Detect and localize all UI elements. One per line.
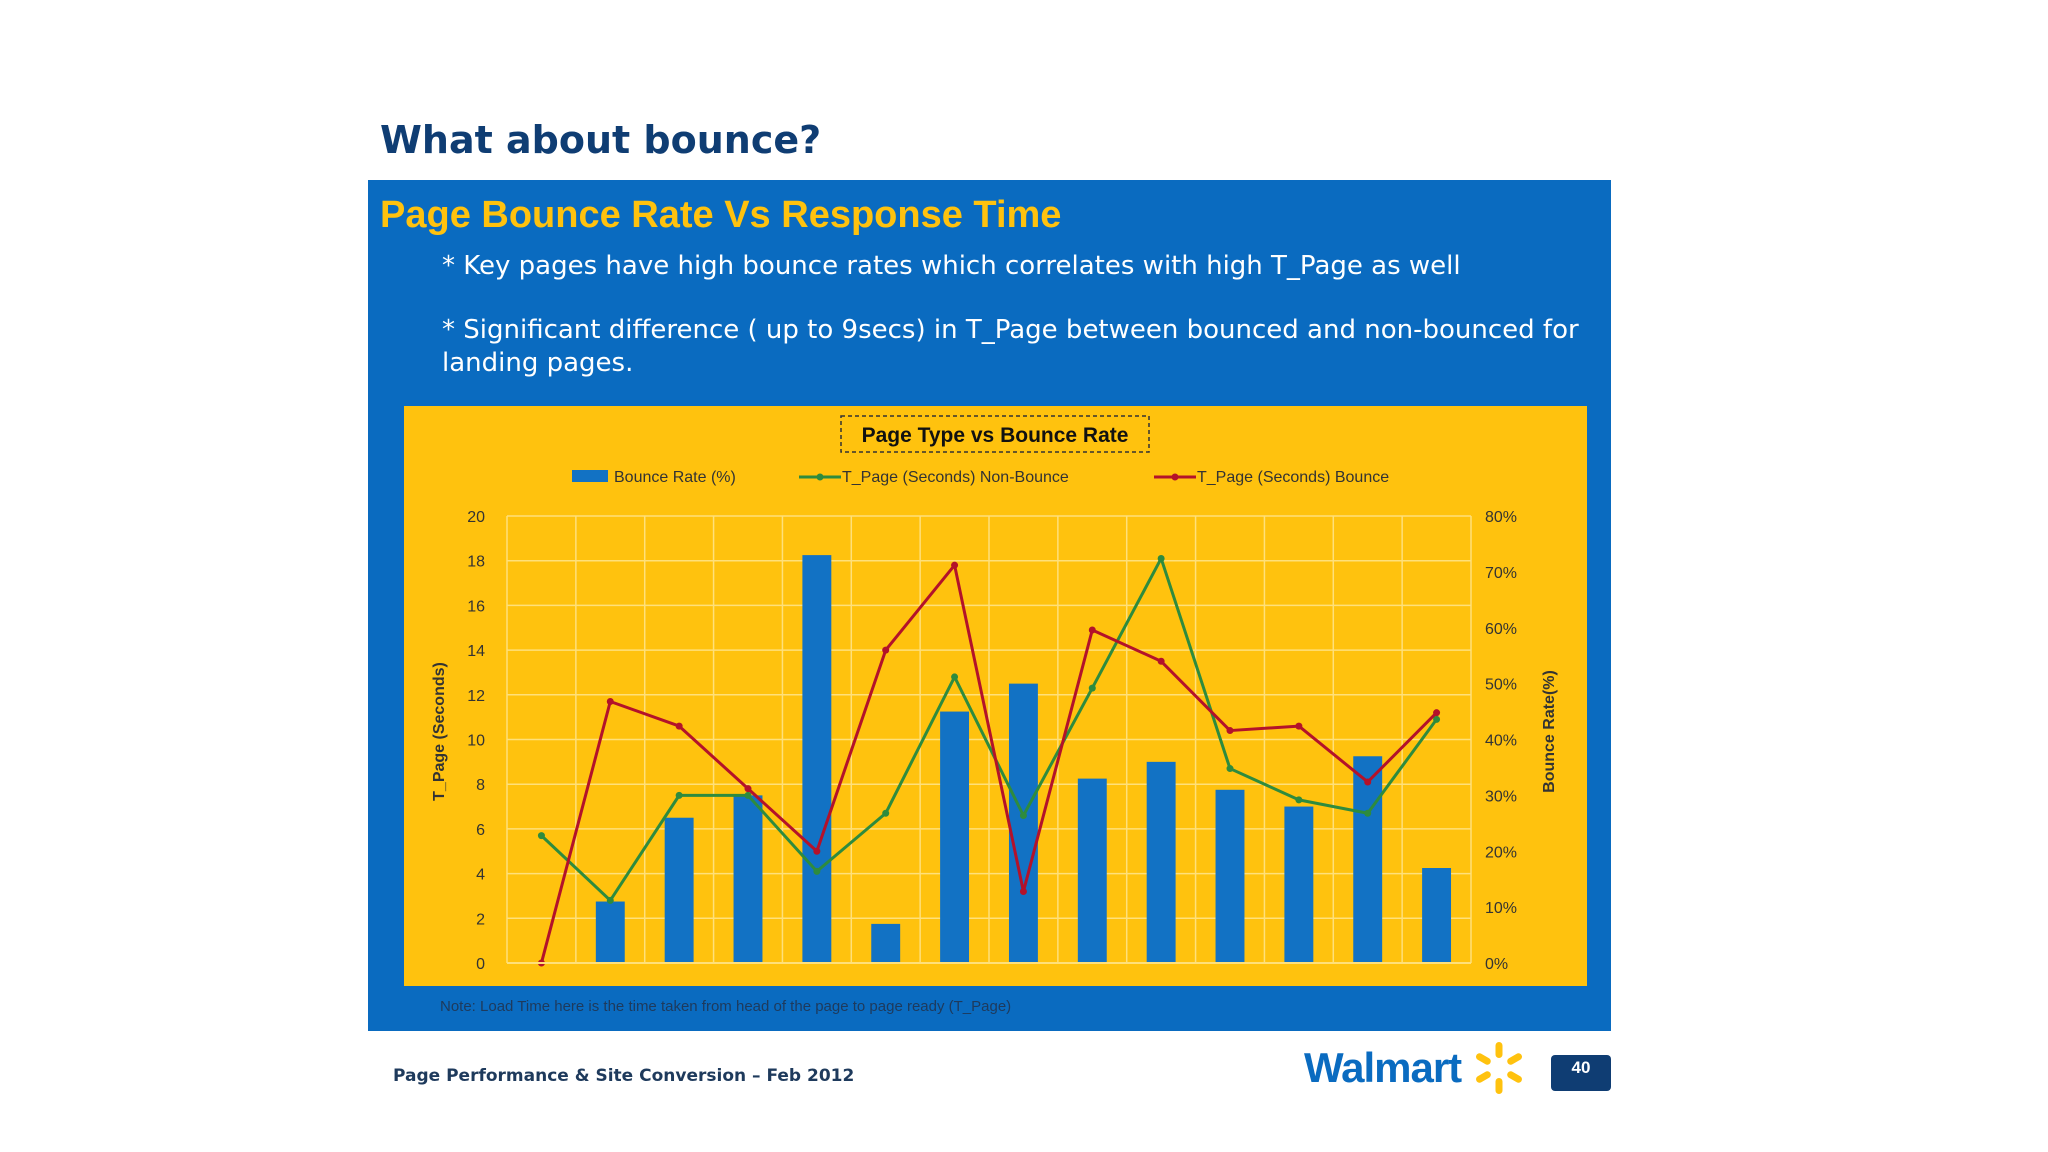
y-tick-label: 18	[467, 554, 485, 571]
point-bounce	[813, 847, 821, 855]
bar-bounce-rate	[1146, 761, 1176, 963]
bar-bounce-rate	[1215, 789, 1245, 963]
point-bounce	[675, 722, 683, 730]
point-non-bounce	[744, 791, 752, 799]
legend-marker-non-bounce	[816, 473, 824, 481]
y2-tick-label: 0%	[1485, 956, 1508, 973]
bullet-1: * Key pages have high bounce rates which…	[442, 251, 1461, 281]
bar-bounce-rate	[733, 795, 763, 963]
legend-swatch-bounce-rate	[572, 470, 608, 482]
y-tick-label: 0	[476, 956, 485, 973]
y-tick-label: 10	[467, 733, 485, 750]
y-axis-label: T_Page (Seconds)	[431, 662, 448, 801]
bar-bounce-rate	[940, 711, 970, 963]
bar-bounce-rate	[1008, 683, 1038, 963]
bar-bounce-rate	[802, 555, 832, 963]
point-non-bounce	[1364, 809, 1372, 817]
y2-tick-label: 70%	[1485, 565, 1517, 582]
y2-tick-label: 30%	[1485, 788, 1517, 805]
point-non-bounce	[882, 809, 890, 817]
y-tick-label: 16	[467, 598, 485, 615]
point-bounce	[951, 561, 959, 569]
bar-bounce-rate	[1284, 806, 1314, 963]
y-tick-label: 2	[476, 911, 485, 928]
point-bounce	[1226, 727, 1234, 735]
logo-wordmark: Walmart	[1304, 1044, 1462, 1091]
bounce-rate-chart: Page Type vs Bounce Rate Bounce Rate (%) T…	[431, 415, 1558, 973]
y2-tick-label: 10%	[1485, 900, 1517, 917]
point-non-bounce	[1157, 554, 1165, 562]
y2-tick-label: 50%	[1485, 677, 1517, 694]
y-tick-label: 14	[467, 643, 485, 660]
point-bounce	[1019, 887, 1027, 895]
line-non-bounce	[540, 556, 1438, 902]
y2-tick-label: 80%	[1485, 509, 1517, 526]
y2-axis-label: Bounce Rate(%)	[1541, 670, 1558, 793]
legend-label-bounce: T_Page (Seconds) Bounce	[1197, 469, 1389, 486]
bullet-2: * Significant difference ( up to 9secs) …	[442, 315, 1579, 378]
point-non-bounce	[1019, 811, 1027, 819]
point-non-bounce	[1295, 796, 1303, 804]
bar-bounce-rate	[1422, 868, 1452, 963]
chart-title: Page Type vs Bounce Rate	[862, 424, 1129, 447]
y-tick-label: 4	[476, 867, 485, 884]
line-bounce	[539, 563, 1438, 964]
y-tick-label: 12	[467, 688, 485, 705]
point-non-bounce	[675, 791, 683, 799]
chart-note: Note: Load Time here is the time taken f…	[440, 998, 1012, 1015]
point-bounce	[1295, 722, 1303, 730]
point-non-bounce	[813, 867, 821, 875]
point-bounce	[1433, 709, 1441, 717]
point-non-bounce	[1226, 765, 1234, 773]
legend-label-non-bounce: T_Page (Seconds) Non-Bounce	[842, 469, 1069, 486]
legend-marker-bounce	[1171, 473, 1179, 481]
y2-tick-label: 40%	[1485, 733, 1517, 750]
point-bounce	[744, 785, 752, 793]
point-bounce	[1157, 657, 1165, 665]
point-non-bounce	[951, 673, 959, 681]
bar-bounce-rate	[595, 901, 625, 963]
content-panel: Page Bounce Rate Vs Response Time * Key …	[368, 180, 1611, 1031]
point-bounce	[606, 698, 614, 706]
point-non-bounce	[1088, 684, 1096, 692]
point-non-bounce	[606, 896, 614, 904]
chart-title-box	[840, 415, 1150, 453]
y2-tick-label: 60%	[1485, 621, 1517, 638]
y-tick-label: 8	[476, 777, 485, 794]
bar-bounce-rate	[1077, 778, 1107, 963]
point-bounce	[882, 646, 890, 654]
legend-label-bounce-rate: Bounce Rate (%)	[614, 469, 736, 486]
walmart-logo: Walmart	[1304, 1040, 1527, 1096]
point-non-bounce	[537, 832, 545, 840]
chart-area: Page Type vs Bounce Rate Bounce Rate (%) T…	[404, 406, 1587, 986]
point-bounce	[1088, 626, 1096, 634]
walmart-spark-icon	[1476, 1042, 1523, 1094]
page-number: 40	[1551, 1055, 1611, 1091]
slide-title: What about bounce?	[380, 118, 822, 162]
point-non-bounce	[1433, 715, 1441, 723]
point-bounce	[1364, 778, 1372, 786]
bar-bounce-rate	[664, 817, 694, 963]
y2-tick-label: 20%	[1485, 844, 1517, 861]
y-tick-label: 20	[467, 509, 485, 526]
y-tick-label: 6	[476, 822, 485, 839]
footer-text: Page Performance & Site Conversion – Feb…	[393, 1066, 855, 1086]
bar-bounce-rate	[871, 923, 901, 963]
panel-title: Page Bounce Rate Vs Response Time	[380, 194, 1062, 236]
bar-bounce-rate	[1353, 756, 1383, 963]
